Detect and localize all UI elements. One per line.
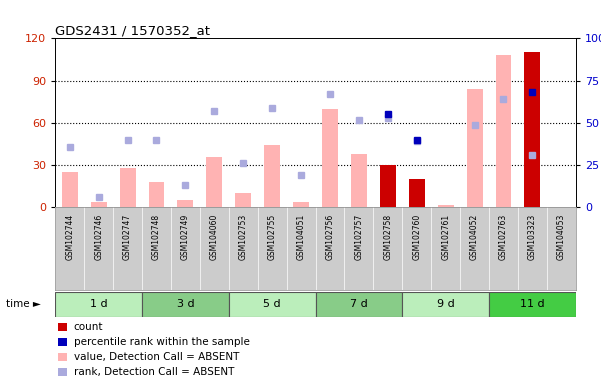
Text: GSM102763: GSM102763 bbox=[499, 214, 508, 260]
Bar bbox=[351, 154, 367, 207]
Bar bbox=[171, 207, 200, 290]
Bar bbox=[402, 292, 489, 317]
Bar bbox=[322, 109, 338, 207]
Bar bbox=[373, 207, 402, 290]
Text: value, Detection Call = ABSENT: value, Detection Call = ABSENT bbox=[73, 352, 239, 362]
Text: GSM102757: GSM102757 bbox=[355, 214, 364, 260]
Text: GSM102760: GSM102760 bbox=[412, 214, 421, 260]
Bar bbox=[438, 205, 454, 207]
Text: GSM104051: GSM104051 bbox=[296, 214, 305, 260]
Text: 11 d: 11 d bbox=[520, 299, 545, 310]
Bar bbox=[229, 207, 258, 290]
Text: GSM102749: GSM102749 bbox=[181, 214, 190, 260]
Text: GSM104053: GSM104053 bbox=[557, 214, 566, 260]
Text: GSM102744: GSM102744 bbox=[66, 214, 75, 260]
Bar bbox=[148, 182, 165, 207]
Bar bbox=[316, 207, 344, 290]
Bar bbox=[518, 207, 547, 290]
Bar bbox=[466, 89, 483, 207]
Text: 9 d: 9 d bbox=[437, 299, 454, 310]
Bar bbox=[380, 165, 396, 207]
Bar bbox=[525, 188, 540, 207]
Bar bbox=[547, 207, 576, 290]
Bar bbox=[206, 157, 222, 207]
Text: GSM104052: GSM104052 bbox=[470, 214, 479, 260]
Bar bbox=[55, 292, 142, 317]
Text: 1 d: 1 d bbox=[90, 299, 108, 310]
Bar bbox=[91, 202, 106, 207]
Text: GSM104060: GSM104060 bbox=[210, 214, 219, 260]
Text: 7 d: 7 d bbox=[350, 299, 368, 310]
Text: GSM103323: GSM103323 bbox=[528, 214, 537, 260]
Bar bbox=[409, 205, 425, 207]
Bar bbox=[58, 338, 67, 346]
Text: percentile rank within the sample: percentile rank within the sample bbox=[73, 337, 249, 347]
Text: count: count bbox=[73, 322, 103, 332]
Text: GSM102747: GSM102747 bbox=[123, 214, 132, 260]
Bar bbox=[316, 292, 402, 317]
Bar bbox=[113, 207, 142, 290]
Bar bbox=[460, 207, 489, 290]
Bar bbox=[120, 168, 136, 207]
Bar bbox=[235, 193, 251, 207]
Bar bbox=[409, 179, 425, 207]
Text: GSM102761: GSM102761 bbox=[441, 214, 450, 260]
Bar bbox=[264, 146, 280, 207]
Bar bbox=[495, 55, 511, 207]
Bar bbox=[177, 200, 194, 207]
Bar bbox=[344, 207, 373, 290]
Bar bbox=[431, 207, 460, 290]
Bar bbox=[58, 353, 67, 361]
Bar bbox=[258, 207, 287, 290]
Text: 3 d: 3 d bbox=[177, 299, 194, 310]
Bar bbox=[525, 53, 540, 207]
Text: GSM102748: GSM102748 bbox=[152, 214, 161, 260]
Text: GDS2431 / 1570352_at: GDS2431 / 1570352_at bbox=[55, 24, 210, 37]
Bar bbox=[200, 207, 229, 290]
Text: GSM102758: GSM102758 bbox=[383, 214, 392, 260]
Bar bbox=[142, 207, 171, 290]
Bar bbox=[62, 172, 78, 207]
Bar bbox=[142, 292, 229, 317]
Bar bbox=[84, 207, 113, 290]
Bar bbox=[58, 367, 67, 376]
Text: GSM102755: GSM102755 bbox=[267, 214, 276, 260]
Text: GSM102753: GSM102753 bbox=[239, 214, 248, 260]
Bar bbox=[380, 182, 396, 207]
Bar bbox=[58, 323, 67, 331]
Bar bbox=[489, 292, 576, 317]
Text: GSM102756: GSM102756 bbox=[326, 214, 335, 260]
Bar bbox=[229, 292, 316, 317]
Text: rank, Detection Call = ABSENT: rank, Detection Call = ABSENT bbox=[73, 367, 234, 377]
Text: 5 d: 5 d bbox=[263, 299, 281, 310]
Bar bbox=[402, 207, 431, 290]
Bar bbox=[55, 207, 84, 290]
Bar bbox=[287, 207, 316, 290]
Bar bbox=[293, 202, 309, 207]
Text: time ►: time ► bbox=[6, 299, 41, 310]
Bar bbox=[489, 207, 518, 290]
Text: GSM102746: GSM102746 bbox=[94, 214, 103, 260]
